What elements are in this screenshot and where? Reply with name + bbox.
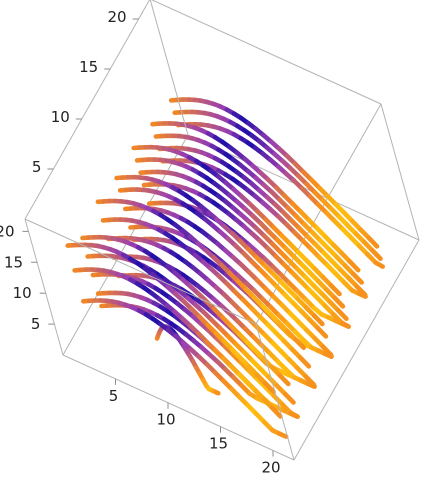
streamline-29 <box>72 267 283 419</box>
y-tick-label: 5 <box>32 158 42 176</box>
streamline-30-segment <box>276 431 289 439</box>
streamline-8-segment <box>332 295 346 309</box>
streamline-18-segment <box>298 355 312 369</box>
y-tick-label: 20 <box>108 8 127 26</box>
y-tick-label: 10 <box>51 108 70 126</box>
z-tick-label: 5 <box>31 315 41 333</box>
streamline-13 <box>117 187 329 339</box>
x-tick-label: 15 <box>209 435 228 453</box>
streamline-16-segment <box>322 351 334 359</box>
streamline-29-segment <box>269 405 283 419</box>
streamline-12 <box>114 174 325 327</box>
axis-ticks: 5 10 15 20 5 10 15 20 5 10 15 20 <box>0 8 281 477</box>
streamline-9 <box>138 169 349 322</box>
streamline-18 <box>100 217 312 369</box>
streamline-28 <box>65 242 276 394</box>
streamline-12-segment <box>311 313 325 327</box>
box-edge-3 <box>24 0 151 220</box>
streamline-11-segment <box>339 321 351 329</box>
z-tick-label: 10 <box>13 284 32 302</box>
x-tick-label: 20 <box>261 459 280 477</box>
box-edge-5 <box>149 0 189 136</box>
streamline-13-segment <box>315 325 329 339</box>
streamline-23-segment <box>282 391 296 405</box>
box-edge-11 <box>380 103 420 241</box>
streamline-22 <box>80 234 291 387</box>
streamline-6-segment <box>356 291 368 299</box>
x-tick-label: 5 <box>109 387 119 405</box>
box-edge-7 <box>150 0 382 105</box>
streamline-1-segment <box>369 248 383 262</box>
box-edge-9 <box>293 239 420 461</box>
streamline-3-segment <box>347 259 361 273</box>
streamline-7-segment <box>328 283 342 297</box>
streamline-0 <box>168 97 380 249</box>
streamline-17 <box>95 198 307 351</box>
streamline-30 <box>81 298 289 439</box>
streamline-4 <box>153 133 365 285</box>
streamline-2 <box>175 122 386 269</box>
streamline-27-segment <box>214 390 221 396</box>
z-tick-label: 15 <box>4 253 23 271</box>
streamline-17-segment <box>293 337 307 351</box>
streamline-3 <box>150 121 361 273</box>
streamline-2-segment <box>373 260 386 269</box>
bounding-box-front <box>24 0 295 461</box>
streamline-4-segment <box>351 271 365 285</box>
streamline-26-segment <box>288 411 300 419</box>
streamline-28-segment <box>262 380 276 394</box>
streamline-0-segment <box>366 235 380 249</box>
streamline-22-segment <box>277 373 291 387</box>
x-tick-label: 10 <box>156 411 175 429</box>
box-edge-0 <box>24 218 64 356</box>
box-edge-8 <box>255 323 295 461</box>
y-tick-label: 15 <box>79 58 98 76</box>
streamline-9-segment <box>335 307 349 322</box>
streamline-7 <box>131 144 342 297</box>
z-tick-label: 20 <box>0 222 15 240</box>
box-edge-4 <box>24 218 257 325</box>
streamline-21-segment <box>305 381 317 389</box>
box-edge-2 <box>62 354 295 461</box>
streamline-1 <box>172 109 383 262</box>
streamlines <box>65 97 386 439</box>
streamline-8 <box>134 157 346 309</box>
